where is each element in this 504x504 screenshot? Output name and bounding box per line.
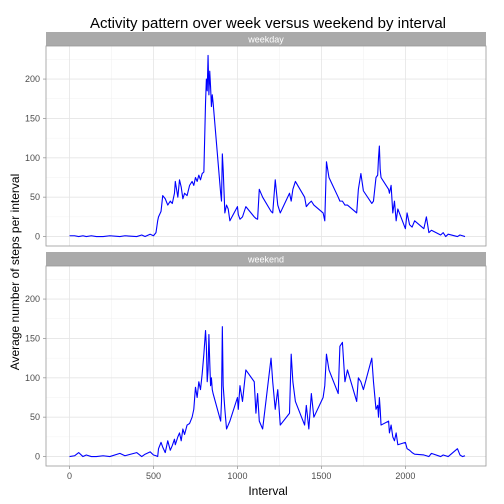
panels: weekday 0 50 100 150 200 weekend 0 50 100 150 200 — [25, 32, 487, 467]
chart-title: Activity pattern over week versus weeken… — [90, 15, 446, 32]
series-line-weekend — [69, 326, 466, 458]
x-tick-label: 500 — [146, 471, 161, 481]
x-axis-title: Interval — [248, 484, 287, 498]
y-tick-label: 0 — [35, 232, 40, 242]
y-axis-title: Average number of steps per interval — [8, 174, 22, 371]
x-tick-label: 1500 — [311, 471, 331, 481]
y-tick-label: 50 — [30, 412, 40, 422]
y-tick-label: 200 — [25, 74, 40, 84]
y-tick-label: 100 — [25, 373, 40, 383]
strip-label: weekend — [247, 255, 284, 265]
strip-label: weekday — [247, 35, 284, 45]
strip-weekend — [46, 252, 486, 266]
series-line-weekday — [69, 54, 466, 238]
y-tick-label: 100 — [25, 153, 40, 163]
x-tick-label: 1000 — [227, 471, 247, 481]
panel-border — [45, 45, 487, 247]
y-tick-label: 150 — [25, 333, 40, 343]
x-tick-labels: 0 500 1000 1500 2000 — [67, 466, 415, 481]
x-tick-label: 2000 — [395, 471, 415, 481]
panel-weekend: weekend 0 50 100 150 200 — [25, 252, 487, 467]
y-tick-label: 0 — [35, 452, 40, 462]
y-tick-label: 50 — [30, 192, 40, 202]
y-tick-label: 200 — [25, 294, 40, 304]
panel-border — [45, 265, 487, 467]
x-tick-label: 0 — [67, 471, 72, 481]
panel-weekday: weekday 0 50 100 150 200 — [25, 32, 487, 247]
y-tick-label: 150 — [25, 113, 40, 123]
strip-weekday — [46, 32, 486, 46]
